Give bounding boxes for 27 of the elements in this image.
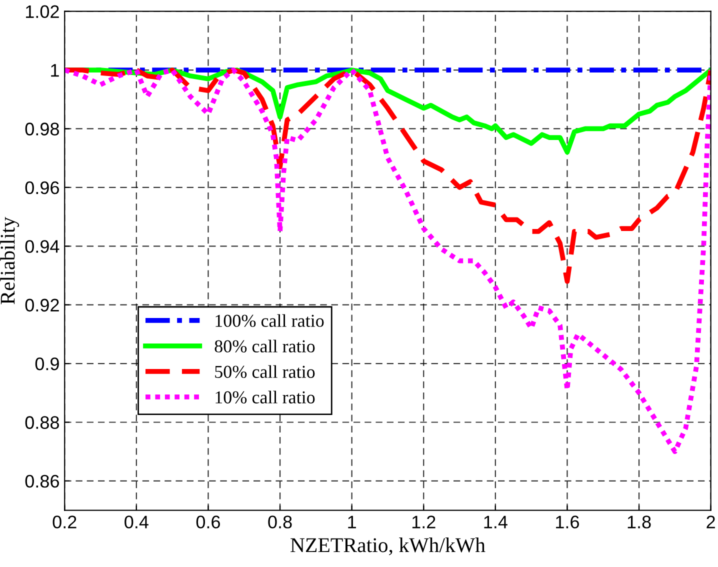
x-tick-label: 0.4 [124,516,148,528]
x-tick-label: 1.2 [412,516,436,528]
y-axis-title: Reliability [0,216,20,304]
x-tick-label: 2 [706,516,715,528]
y-tick-label: 1.02 [26,5,59,18]
y-tick-label: 0.96 [25,181,59,194]
x-tick-label: 0.2 [52,516,76,528]
x-tick-label: 1 [348,516,356,528]
x-tick-label: 0.6 [196,516,220,528]
x-tick-label: 0.8 [268,516,292,528]
y-tick-label: 0.92 [25,298,59,312]
y-tick-label: 0.98 [25,122,59,136]
y-tick-label: 0.94 [25,240,60,253]
x-tick-label: 1.6 [556,516,579,528]
legend-label: 80% call ratio [214,340,315,352]
line-series [64,68,711,284]
x-axis-title: NZETRatio, kWh/kWh [290,538,486,556]
y-tick-label: 0.88 [25,416,59,429]
line-series [64,68,711,454]
y-tick-label: 0.9 [35,357,59,370]
legend-label: 100% call ratio [216,314,324,327]
y-tick-label: 0.86 [25,474,59,488]
y-tick-label: 1 [51,64,59,77]
x-tick-label: 1.8 [628,516,651,528]
legend-label: 50% call ratio [215,365,315,378]
x-tick-label: 1.4 [484,516,508,528]
legend-label: 10% call ratio [216,390,315,404]
